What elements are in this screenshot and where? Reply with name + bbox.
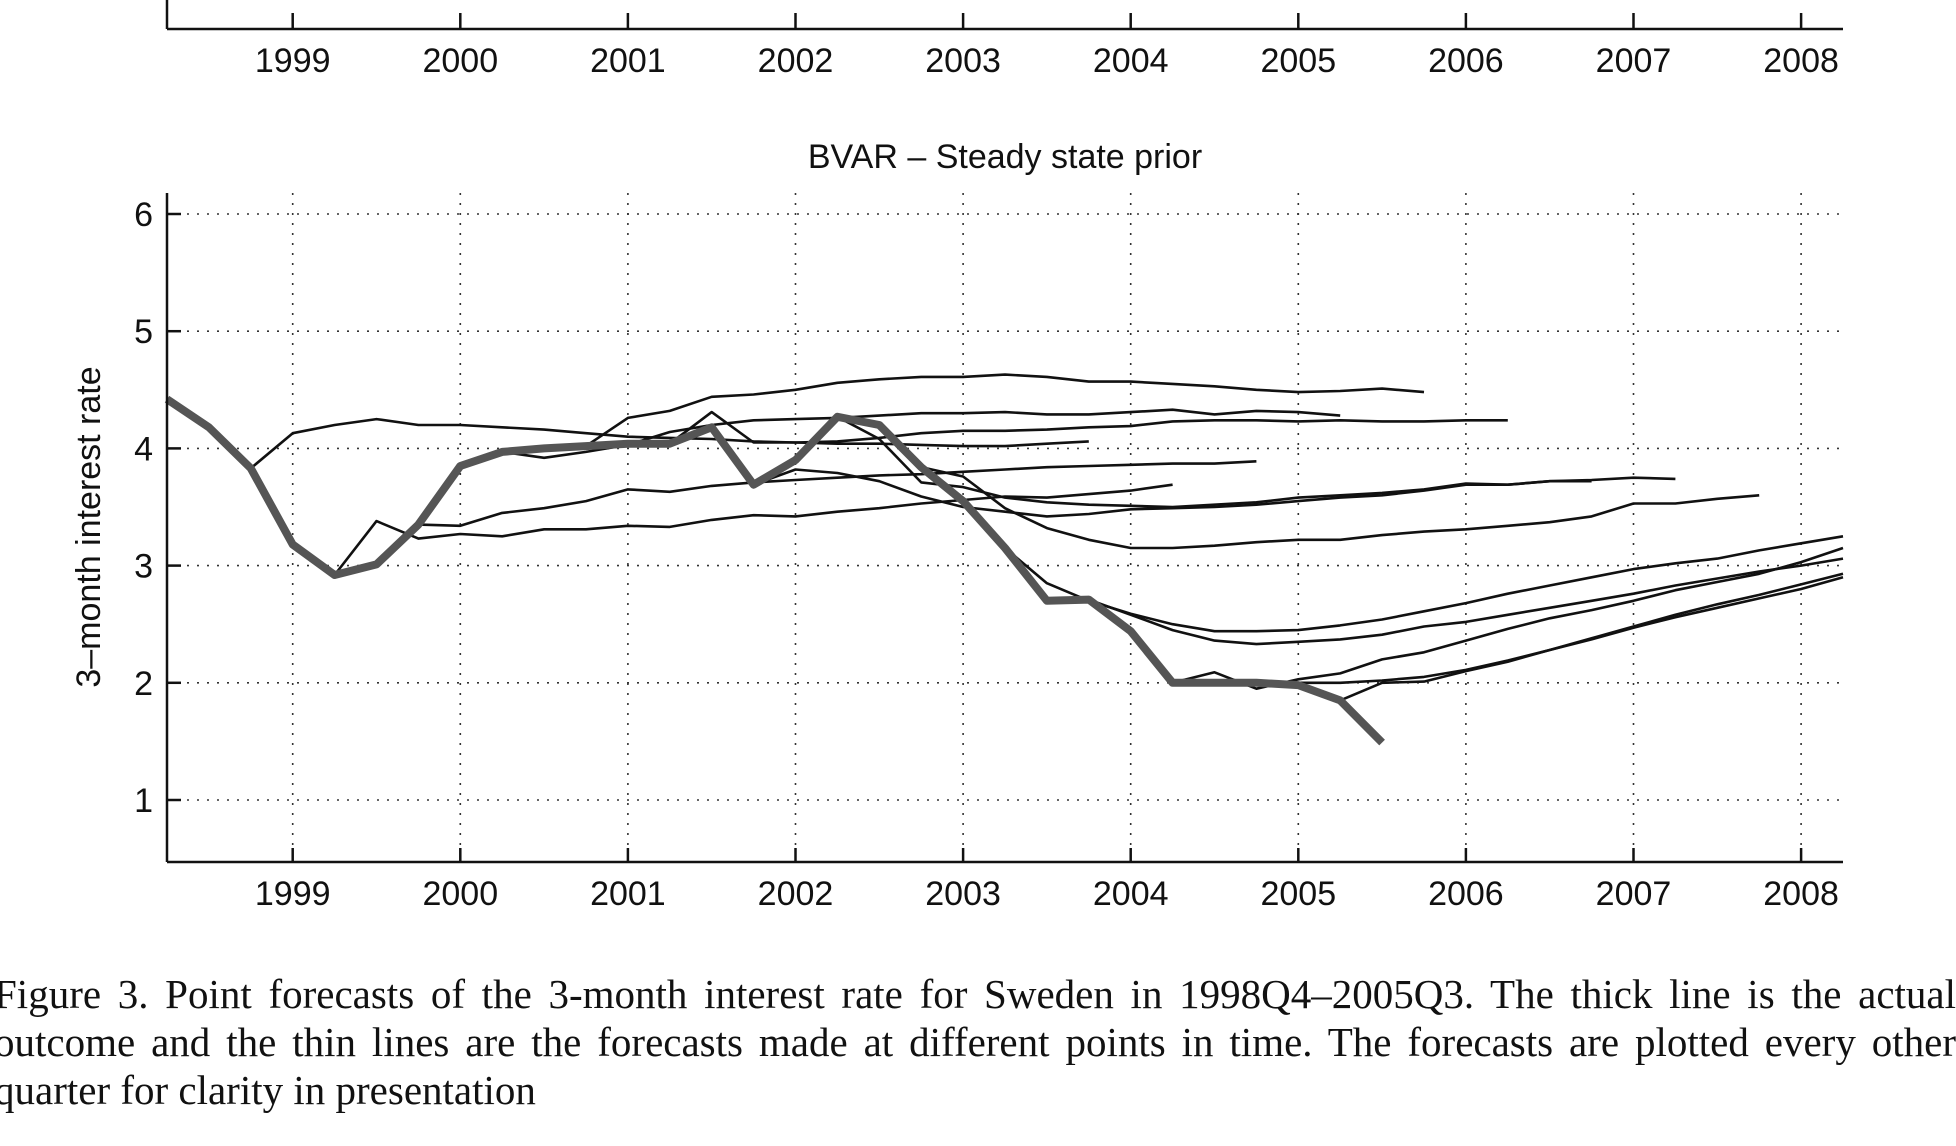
series-group [164,373,1844,746]
series-line-forecast-3 [418,460,1257,528]
x-tick-label: 2005 [1260,875,1336,913]
axes [165,193,1843,864]
top-x-tick-label: 2008 [1763,42,1839,80]
y-tick-label: 4 [134,430,153,468]
series-line-forecast-1 [249,417,1089,470]
x-tick-label: 1999 [255,875,331,913]
x-tick-label: 2004 [1093,875,1169,913]
top-x-tick-label: 2006 [1428,42,1504,80]
y-tick-label: 2 [134,665,153,703]
series-line-forecast-13 [1256,576,1844,685]
grid-lines [167,193,1843,862]
top-x-tick-label: 1999 [255,42,331,80]
x-tick-label: 2000 [422,875,498,913]
top-x-tick-label: 2003 [925,42,1001,80]
series-line-forecast-5 [585,373,1425,448]
y-tick-label: 1 [134,782,153,820]
series-line-forecast-10 [1004,535,1844,633]
series-line-forecast-6 [669,410,1508,445]
top-x-tick-label: 2001 [590,42,666,80]
series-line-actual [164,395,1385,746]
chart-title: BVAR – Steady state prior [808,138,1202,176]
top-x-tick-label: 2007 [1596,42,1672,80]
x-tick-label: 2006 [1428,875,1504,913]
x-tick-label: 2003 [925,875,1001,913]
y-tick-label: 6 [134,196,153,234]
x-tick-label: 2008 [1763,875,1839,913]
series-line-forecast-12 [1172,546,1844,691]
series-line-forecast-11 [1088,557,1844,646]
y-ticks: 1 2 3 4 5 6 [134,196,181,820]
x-tick-label: 2001 [590,875,666,913]
series-line-forecast-9 [920,465,1760,550]
top-x-tick-label: 2004 [1093,42,1169,80]
top-panel: 1999 2000 2001 2002 2003 2004 2005 2006 2007 2008 [165,0,1843,80]
figure-caption: Figure 3. Point forecasts of the 3-month… [0,971,1956,1113]
x-ticks: 1999 2000 2001 2002 2003 2004 2005 2006 2007 2008 [255,848,1839,913]
top-x-tick-label: 2002 [758,42,834,80]
x-tick-label: 2002 [758,875,834,913]
y-tick-label: 5 [134,313,153,351]
top-x-tick-label: 2005 [1260,42,1336,80]
y-tick-label: 3 [134,548,153,586]
top-panel-x-ticks: 1999 2000 2001 2002 2003 2004 2005 2006 2007 2008 [255,13,1839,80]
series-line-forecast-8 [836,415,1676,509]
top-x-tick-label: 2000 [422,42,498,80]
series-line-forecast-14 [1339,572,1844,702]
x-tick-label: 2007 [1596,875,1672,913]
series-line-forecast-2 [333,483,1173,576]
y-axis-label: 3–month interest rate [70,366,108,687]
